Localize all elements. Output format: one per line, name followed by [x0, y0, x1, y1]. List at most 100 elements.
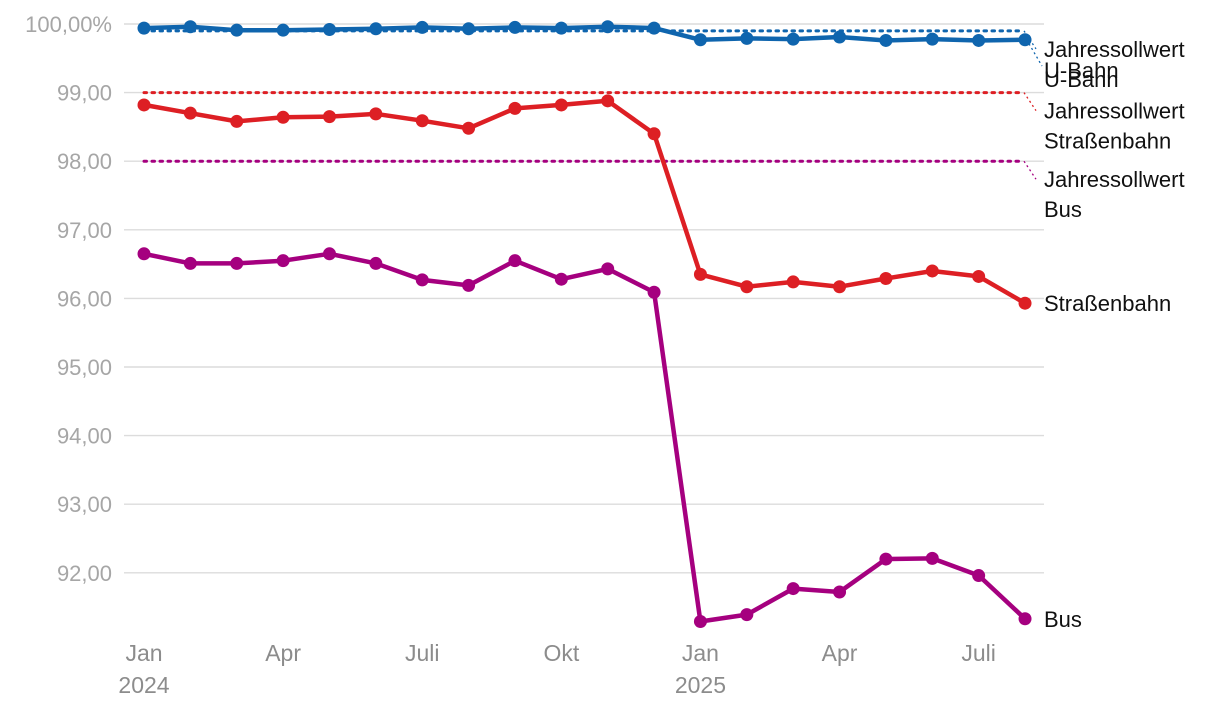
- x-axis: Jan 2024 Apr Juli Okt Jan 2025 Apr Juli: [118, 640, 996, 698]
- data-point-strassenbahn: [647, 127, 661, 141]
- data-point-strassenbahn: [833, 280, 847, 294]
- data-point-bus: [322, 247, 336, 261]
- data-point-u-bahn: [415, 20, 429, 34]
- data-point-bus: [972, 569, 986, 583]
- data-point-u-bahn: [925, 32, 939, 46]
- data-point-bus: [230, 256, 244, 270]
- jahressollwert-bus-label: Jahressollwert: [1044, 167, 1185, 192]
- data-point-u-bahn: [322, 22, 336, 36]
- data-point-bus: [693, 615, 707, 629]
- data-point-bus: [183, 256, 197, 270]
- data-point-bus: [276, 254, 290, 268]
- data-point-strassenbahn: [601, 94, 615, 108]
- series-line-u-bahn: [141, 24, 1028, 43]
- data-point-u-bahn: [786, 32, 800, 46]
- target-lines: [142, 29, 1037, 180]
- data-point-bus: [740, 608, 754, 622]
- data-point-bus: [601, 262, 615, 276]
- data-point-bus: [925, 551, 939, 565]
- series-line-strassenbahn: [141, 98, 1028, 306]
- x-tick-label: Jan: [125, 640, 162, 666]
- data-point-strassenbahn: [322, 110, 336, 124]
- jahressollwert-u-bahn-label-line-2: U-Bahn: [1044, 67, 1119, 92]
- y-tick-label: 96,00: [57, 286, 112, 311]
- series-u-bahn: [137, 20, 1043, 67]
- y-axis: 100,00% 99,00 98,00 97,00 96,00 95,00 94,00 93,…: [25, 12, 112, 586]
- series-line-bus: [141, 251, 1028, 624]
- data-point-strassenbahn: [508, 101, 522, 115]
- jahressollwert-bus-label-line-2: Bus: [1044, 197, 1082, 222]
- data-point-u-bahn: [740, 31, 754, 45]
- y-tick-label: 97,00: [57, 218, 112, 243]
- series-lines: [137, 20, 1043, 629]
- y-tick-label: 99,00: [57, 81, 112, 106]
- data-point-strassenbahn: [925, 264, 939, 278]
- y-tick-label: 93,00: [57, 492, 112, 517]
- jahressollwert-strassenbahn-leader: [1023, 92, 1037, 111]
- data-point-strassenbahn: [786, 275, 800, 289]
- data-point-strassenbahn: [462, 121, 476, 135]
- data-point-u-bahn: [554, 21, 568, 35]
- data-point-u-bahn: [508, 20, 522, 34]
- x-tick-label: Juli: [961, 640, 996, 666]
- data-point-u-bahn: [972, 33, 986, 47]
- data-point-bus: [833, 585, 847, 599]
- data-point-bus: [554, 272, 568, 286]
- data-point-strassenbahn: [276, 110, 290, 124]
- data-point-strassenbahn: [972, 269, 986, 283]
- data-point-u-bahn: [647, 21, 661, 35]
- series-labels: JahressollwertU-BahnJahressollwertStraße…: [1044, 37, 1185, 632]
- y-tick-label: 95,00: [57, 355, 112, 380]
- data-point-bus: [415, 273, 429, 287]
- x-tick-label: Apr: [822, 640, 858, 666]
- data-point-strassenbahn: [1018, 296, 1032, 310]
- data-point-bus: [786, 582, 800, 596]
- series-strassenbahn: [137, 94, 1032, 310]
- series-label-strassenbahn: Straßenbahn: [1044, 291, 1171, 316]
- jahressollwert-u-bahn-label: Jahressollwert: [1044, 37, 1185, 62]
- series-label-u-bahn: U-Bahn: [1044, 58, 1119, 83]
- data-point-u-bahn: [693, 33, 707, 47]
- series-bus: [137, 247, 1032, 629]
- x-tick-year-label: 2025: [675, 672, 726, 698]
- data-point-u-bahn: [833, 30, 847, 44]
- data-point-bus: [369, 256, 383, 270]
- data-point-strassenbahn: [230, 114, 244, 128]
- data-point-u-bahn: [879, 33, 893, 47]
- data-point-u-bahn: [276, 23, 290, 37]
- y-tick-label: 100,00%: [25, 12, 112, 37]
- data-point-strassenbahn: [137, 98, 151, 112]
- data-point-strassenbahn: [183, 106, 197, 120]
- data-point-bus: [647, 285, 661, 299]
- x-tick-label: Jan: [682, 640, 719, 666]
- data-point-strassenbahn: [740, 280, 754, 294]
- data-point-bus: [137, 247, 151, 261]
- data-point-u-bahn: [1018, 33, 1032, 47]
- data-point-bus: [879, 552, 893, 566]
- data-point-u-bahn: [183, 20, 197, 34]
- data-point-bus: [508, 254, 522, 268]
- jahressollwert-bus-leader: [1023, 160, 1037, 180]
- data-point-u-bahn: [230, 23, 244, 37]
- x-tick-year-label: 2024: [118, 672, 169, 698]
- data-point-strassenbahn: [415, 114, 429, 128]
- jahressollwert-strassenbahn-label-line-2: Straßenbahn: [1044, 129, 1171, 154]
- data-point-u-bahn: [462, 22, 476, 36]
- data-point-strassenbahn: [879, 272, 893, 286]
- u-bahn-leader: [1028, 43, 1043, 67]
- data-point-u-bahn: [137, 21, 151, 35]
- gridlines: [124, 23, 1044, 574]
- data-point-strassenbahn: [693, 267, 707, 281]
- y-tick-label: 94,00: [57, 424, 112, 449]
- x-tick-label: Okt: [543, 640, 579, 666]
- series-label-bus: Bus: [1044, 607, 1082, 632]
- data-point-strassenbahn: [369, 107, 383, 121]
- jahressollwert-strassenbahn-label: Jahressollwert: [1044, 99, 1185, 124]
- x-tick-label: Apr: [265, 640, 301, 666]
- x-tick-label: Juli: [405, 640, 440, 666]
- data-point-strassenbahn: [554, 98, 568, 112]
- data-point-bus: [462, 278, 476, 292]
- y-tick-label: 92,00: [57, 561, 112, 586]
- data-point-u-bahn: [601, 20, 615, 34]
